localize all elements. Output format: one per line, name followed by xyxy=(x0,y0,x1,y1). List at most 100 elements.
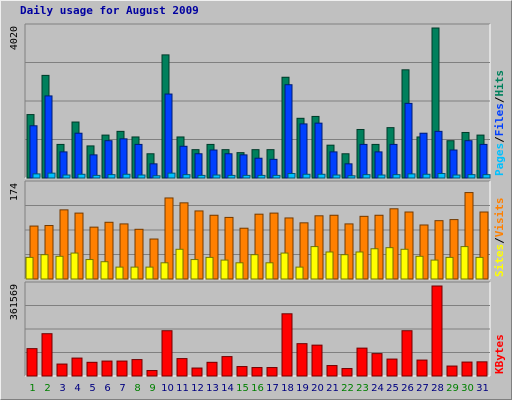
files-bar xyxy=(29,125,38,179)
x-tick-label: 31 xyxy=(476,383,489,394)
x-tick-label: 27 xyxy=(416,383,429,394)
visits-bar xyxy=(434,220,444,280)
files-bar xyxy=(419,132,428,179)
visits-bar xyxy=(104,221,114,280)
files-bar xyxy=(464,140,473,179)
files-bar xyxy=(329,151,338,179)
files-bar xyxy=(44,95,53,179)
files-bar xyxy=(374,151,383,179)
files-bar xyxy=(194,153,203,179)
pages-bar xyxy=(362,174,371,179)
sites-bar xyxy=(115,266,124,280)
visits-bar xyxy=(44,225,54,280)
visits-bar xyxy=(59,209,69,280)
pages-bar xyxy=(62,174,71,179)
x-tick-label: 17 xyxy=(266,383,279,394)
visits-bar xyxy=(419,224,429,280)
x-tick-label: 15 xyxy=(236,383,249,394)
panel-visits-sites-series-labels: Sites/Visits xyxy=(493,198,506,278)
visits-bar xyxy=(389,208,399,280)
sites-bar xyxy=(370,248,379,280)
kbytes-bar xyxy=(371,353,383,377)
series-label-sites: Sites xyxy=(493,244,506,277)
files-bar xyxy=(209,149,218,179)
panel-hits-files-pages-ymax-label: 4020 xyxy=(9,26,20,50)
series-label-pages: Pages xyxy=(493,143,506,176)
x-tick-label: 14 xyxy=(221,383,234,394)
visits-bar xyxy=(134,228,144,280)
x-tick-label: 29 xyxy=(446,383,459,394)
pages-bar xyxy=(167,172,176,179)
x-tick-label: 1 xyxy=(29,383,35,394)
sites-bar xyxy=(250,254,259,280)
pages-bar xyxy=(407,173,416,179)
sites-bar xyxy=(310,246,319,280)
x-tick-label: 12 xyxy=(191,383,204,394)
x-tick-label: 11 xyxy=(176,383,189,394)
kbytes-bar xyxy=(101,360,113,377)
x-tick-label: 24 xyxy=(371,383,384,394)
sites-bar xyxy=(460,246,469,280)
kbytes-bar xyxy=(206,361,218,377)
sites-bar xyxy=(400,248,409,280)
sites-bar xyxy=(325,251,334,280)
files-bar xyxy=(449,149,458,179)
kbytes-bar xyxy=(461,361,473,377)
pages-bar xyxy=(77,173,86,179)
sites-bar xyxy=(340,254,349,280)
visits-bar xyxy=(344,223,354,280)
x-tick-label: 19 xyxy=(296,383,309,394)
x-tick-label: 9 xyxy=(149,383,155,394)
x-tick-label: 22 xyxy=(341,383,354,394)
pages-bar xyxy=(317,173,326,179)
label-separator: / xyxy=(493,237,506,244)
files-bar xyxy=(224,153,233,179)
panel-kbytes-ymax-label: 361569 xyxy=(9,284,20,320)
visits-bar xyxy=(119,223,129,280)
visits-bar xyxy=(239,227,249,280)
sites-bar xyxy=(160,262,169,280)
pages-bar xyxy=(92,174,101,179)
kbytes-bar xyxy=(86,361,98,377)
x-tick-label: 6 xyxy=(104,383,110,394)
pages-bar xyxy=(392,174,401,179)
panel-hits-files-pages-series-labels: Pages/Files/Hits xyxy=(493,70,506,176)
x-tick-label: 16 xyxy=(251,383,264,394)
pages-bar xyxy=(212,174,221,179)
sites-bar xyxy=(430,259,439,280)
pages-bar xyxy=(32,173,41,179)
files-bar xyxy=(404,102,413,179)
visits-bar xyxy=(479,211,489,280)
visits-bar xyxy=(224,216,234,280)
x-tick-label: 5 xyxy=(89,383,95,394)
sites-bar xyxy=(295,266,304,280)
pages-bar xyxy=(452,174,461,179)
kbytes-bar xyxy=(146,370,158,377)
pages-bar xyxy=(332,174,341,179)
pages-bar xyxy=(242,174,251,179)
visits-bar xyxy=(74,212,84,280)
pages-bar xyxy=(137,174,146,179)
sites-bar xyxy=(475,256,484,280)
kbytes-bar xyxy=(71,357,83,377)
sites-bar xyxy=(220,259,229,280)
visits-bar xyxy=(254,213,264,280)
sites-bar xyxy=(25,256,34,280)
kbytes-bar xyxy=(116,360,128,377)
x-tick-label: 10 xyxy=(161,383,174,394)
pages-bar xyxy=(107,174,116,179)
pages-bar xyxy=(287,173,296,179)
pages-bar xyxy=(197,174,206,179)
sites-bar xyxy=(355,251,364,280)
files-bar xyxy=(104,140,113,179)
label-separator: / xyxy=(493,136,506,143)
kbytes-bar xyxy=(221,356,233,377)
files-bar xyxy=(479,143,488,179)
x-tick-label: 23 xyxy=(356,383,369,394)
files-bar xyxy=(119,138,128,179)
kbytes-bar xyxy=(356,347,368,377)
sites-bar xyxy=(130,266,139,280)
kbytes-bar xyxy=(176,358,188,377)
sites-bar xyxy=(100,261,109,280)
pages-bar xyxy=(302,173,311,179)
